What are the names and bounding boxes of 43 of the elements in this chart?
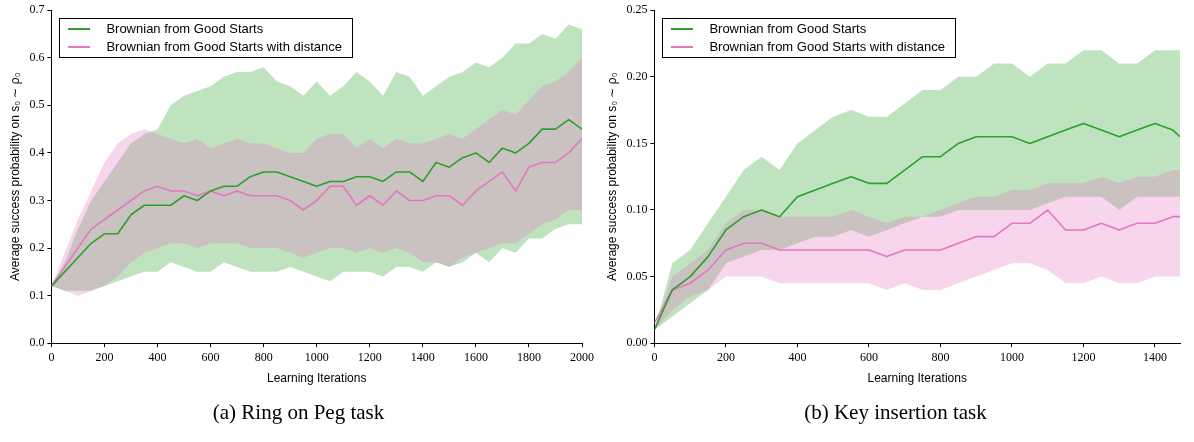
x-tick-label: 1200 [1071, 349, 1096, 364]
y-tick-label: 0.7 [29, 2, 45, 17]
y-tick-label: 0.20 [626, 68, 648, 83]
y-tick-label: 0.1 [29, 287, 45, 302]
y-tick-label: 0.25 [626, 2, 648, 17]
y-tick-label: 0.05 [626, 268, 648, 283]
x-tick-label: 600 [201, 349, 220, 364]
x-tick-label: 1000 [999, 349, 1024, 364]
y-tick-label: 0.4 [29, 145, 45, 160]
x-axis-title: Learning Iterations [867, 371, 967, 386]
text: (b) Key insertion task [803, 400, 988, 425]
legend-label: Brownian from Good Starts with distance [106, 38, 342, 57]
x-tick-label: 200 [95, 349, 114, 364]
x-tick-label: 800 [931, 349, 950, 364]
legend-label: Brownian from Good Starts [709, 20, 867, 39]
legend-label: Brownian from Good Starts [106, 20, 264, 39]
x-tick-label: 1400 [1142, 349, 1167, 364]
x-tick-label: 400 [788, 349, 807, 364]
y-tick-label: 0.3 [29, 192, 45, 207]
x-tick-label: 1200 [357, 349, 382, 364]
x-axis-title: Learning Iterations [267, 371, 367, 386]
y-tick-label: 0.00 [626, 335, 648, 350]
y-tick-label: 0.2 [29, 240, 45, 255]
y-axis-title: Average success probability on s₀ ∼ ρ₀ [7, 72, 22, 282]
y-tick-label: 0.5 [29, 97, 45, 112]
x-tick-label: 0 [48, 349, 55, 364]
legend-label: Brownian from Good Starts with distance [709, 38, 945, 57]
x-tick-label: 600 [859, 349, 878, 364]
y-tick-label: 0.0 [29, 335, 45, 350]
y-axis-title: Average success probability on s₀ ∼ ρ₀ [604, 72, 619, 282]
y-tick-label: 0.10 [626, 202, 648, 217]
x-tick-label: 2000 [570, 349, 594, 364]
x-tick-label: 800 [254, 349, 273, 364]
x-tick-label: 1400 [410, 349, 435, 364]
y-tick-label: 0.15 [626, 135, 648, 150]
x-tick-label: 1000 [304, 349, 329, 364]
y-tick-label: 0.6 [29, 49, 45, 64]
x-tick-label: 1600 [463, 349, 488, 364]
x-tick-label: 200 [716, 349, 735, 364]
x-tick-label: 1800 [516, 349, 541, 364]
x-tick-label: 400 [148, 349, 167, 364]
text: (a) Ring on Peg task [211, 400, 386, 425]
x-tick-label: 0 [651, 349, 658, 364]
